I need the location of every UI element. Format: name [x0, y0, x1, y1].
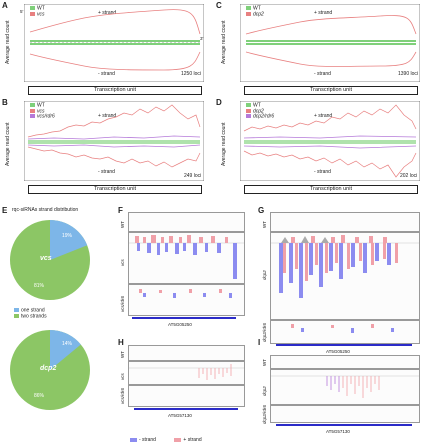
legend-b: WT vcs vcs/rdr6 [30, 103, 55, 120]
transcription-unit-c: Transcription unit [244, 86, 418, 95]
profile-plot-a [24, 4, 204, 82]
profile-plot-b [24, 101, 204, 181]
track-label-h-vcs-rdr6: vcs/rdr6 [120, 387, 125, 404]
gene-id-f: AT5G05250 [168, 322, 192, 327]
minus-strand-label-d: - strand [314, 169, 331, 175]
track-label-g-dcp2-rdr6: dcp2/rdr6 [262, 322, 267, 342]
pie-legend: one strand two strands [14, 308, 47, 319]
pie-slice-one-strand [50, 330, 81, 370]
track-h-wt [128, 345, 245, 361]
panel-letter-c: C [216, 1, 222, 10]
gene-model-g [276, 344, 412, 346]
track-h-vcs [128, 361, 245, 385]
panel-letter-h: H [118, 338, 124, 347]
gene-model-i [276, 424, 412, 426]
pie-title: rqc-siRNAs strand distribution [12, 207, 79, 213]
transcription-unit-d: Transcription unit [244, 185, 418, 194]
gene-id-h: AT5G57130 [168, 413, 192, 418]
track-g-dcp2 [270, 232, 420, 320]
track-g-wt [270, 212, 420, 232]
pie-label-dcp2: dcp2 [40, 365, 57, 372]
pie-label-vcs: vcs [40, 255, 52, 262]
plus-strand-label-c: + strand [314, 10, 333, 16]
track-i-dcp2-rdr6 [270, 405, 420, 423]
panel-letter-g: G [258, 206, 265, 215]
profile-plot-c [240, 4, 420, 82]
legend-c: WT dcp2 [246, 6, 264, 17]
y-axis-label-c: Average read count [221, 20, 227, 64]
minus-strand-label-c: - strand [314, 71, 331, 77]
pie-pct-two-dcp2: 86% [34, 393, 45, 399]
five-prime-a: 5' [20, 9, 24, 14]
strand-legend: - strand + strand [130, 428, 202, 446]
plus-strand-label-a: + strand [98, 10, 117, 16]
panel-letter-d: D [216, 98, 222, 107]
track-f-vcs [128, 232, 245, 284]
gene-model-h [134, 408, 238, 410]
y-axis-label-d: Average read count [221, 122, 227, 166]
loci-count-a: 1250 loci [181, 71, 202, 77]
y-axis-label-b: Average read count [5, 122, 11, 166]
panel-letter-f: F [118, 206, 123, 215]
legend-plus-strand: + strand [174, 437, 202, 443]
track-g-dcp2-rdr6 [270, 320, 420, 344]
track-i-dcp2 [270, 369, 420, 405]
track-label-h-vcs: vcs [120, 373, 125, 380]
track-h-vcs-rdr6 [128, 385, 245, 407]
legend-a: WT vcs [30, 6, 45, 17]
pie-slice-one-strand [50, 220, 88, 260]
track-label-f-wt: WT [120, 221, 125, 228]
pie-pct-two-vcs: 81% [34, 283, 45, 289]
track-label-i-dcp2-rdr6: dcp2/rdr6 [262, 404, 267, 424]
track-i-wt [270, 355, 420, 369]
panel-letter-b: B [2, 98, 8, 107]
minus-strand-label-b: - strand [98, 169, 115, 175]
track-f-wt [128, 212, 245, 232]
transcription-unit-a: Transcription unit [28, 86, 202, 95]
plus-strand-label-b: + strand [98, 113, 117, 119]
gene-id-i: AT5G57130 [326, 429, 350, 434]
panel-letter-a: A [2, 1, 8, 10]
legend-item-vcs: vcs [30, 11, 45, 18]
legend-minus-strand: - strand [130, 437, 156, 443]
minus-strand-label-a: - strand [98, 71, 115, 77]
track-label-i-wt: WT [262, 359, 267, 366]
transcription-unit-b: Transcription unit [28, 185, 202, 194]
pie-pct-one-vcs: 19% [62, 233, 73, 239]
track-f-vcs-rdr6 [128, 284, 245, 316]
track-label-f-vcs: vcs [120, 259, 125, 266]
panel-letter-e: E [2, 206, 8, 215]
legend-item-wt: WT [30, 6, 45, 12]
gene-id-g: AT5G05250 [326, 349, 350, 354]
loci-count-c: 1390 loci [398, 71, 419, 77]
pie-chart-vcs [10, 220, 90, 300]
loci-count-b: 249 loci [184, 173, 202, 179]
track-label-g-dcp2: dcp2 [262, 270, 267, 280]
y-axis-label-a: Average read count [5, 20, 11, 64]
loci-count-d: 202 loci [400, 173, 418, 179]
pie-chart-dcp2 [10, 330, 90, 410]
panel-letter-i: I [258, 338, 261, 347]
track-label-f-vcs-rdr6: vcs/rdr6 [120, 295, 125, 312]
profile-plot-d [240, 101, 420, 181]
legend-d: WT dcp2 dcp2/rdr6 [246, 103, 274, 120]
track-label-h-wt: WT [120, 351, 125, 358]
track-label-i-dcp2: dcp2 [262, 386, 267, 396]
pie-pct-one-dcp2: 14% [62, 341, 73, 347]
plus-strand-label-d: + strand [314, 113, 333, 119]
three-prime-a: 3' [200, 36, 204, 41]
gene-model-f [132, 317, 236, 319]
track-label-g-wt: WT [262, 221, 267, 228]
